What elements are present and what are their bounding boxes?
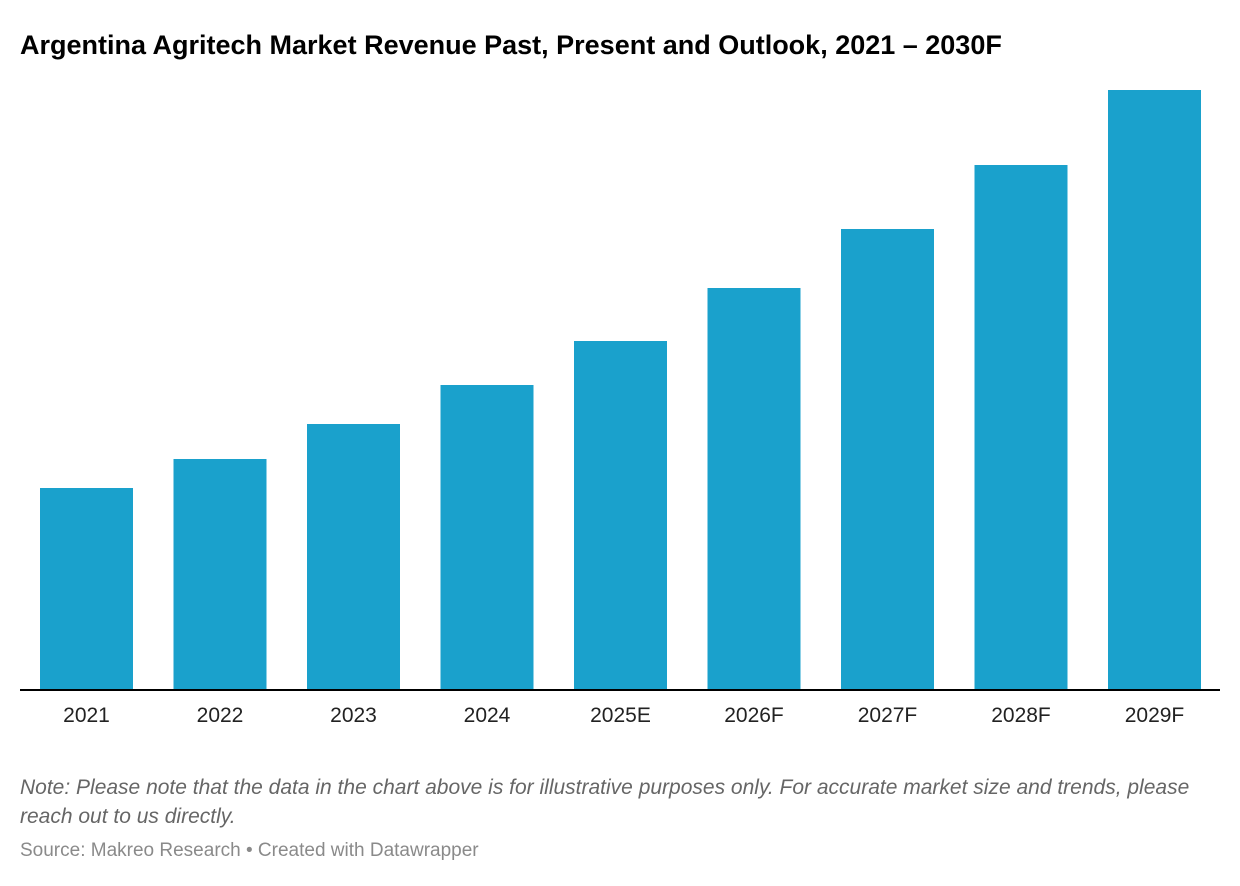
- x-axis-ticks: 2021 2022 2023 2024 2025E 2026F 2027F 2028F 2029…: [63, 704, 1184, 727]
- chart-source: Source: Makreo Research • Created with D…: [20, 840, 479, 861]
- bar-2029f: [1108, 90, 1201, 690]
- bar-2021: [40, 488, 133, 690]
- bar-2022: [173, 459, 267, 690]
- bar-2027f: [841, 229, 934, 690]
- x-tick-label-2024: 2024: [464, 704, 511, 727]
- x-tick-label-2026f: 2026F: [724, 704, 784, 727]
- chart-title: Argentina Agritech Market Revenue Past, …: [20, 30, 1002, 60]
- x-tick-label-2029f: 2029F: [1125, 704, 1185, 727]
- x-tick-label-2028f: 2028F: [991, 704, 1051, 727]
- x-tick-label-2025e: 2025E: [590, 704, 651, 727]
- x-tick-label-2021: 2021: [63, 704, 110, 727]
- chart-note: Note: Please note that the data in the c…: [20, 776, 1190, 828]
- x-tick-label-2027f: 2027F: [858, 704, 918, 727]
- bar-2025e: [574, 341, 667, 690]
- bar-2028f: [974, 165, 1068, 690]
- x-tick-label-2023: 2023: [330, 704, 377, 727]
- bar-2026f: [707, 288, 801, 690]
- x-tick-label-2022: 2022: [197, 704, 244, 727]
- bar-2024: [440, 385, 534, 690]
- bars-group: [40, 90, 1201, 690]
- bar-2023: [307, 424, 400, 690]
